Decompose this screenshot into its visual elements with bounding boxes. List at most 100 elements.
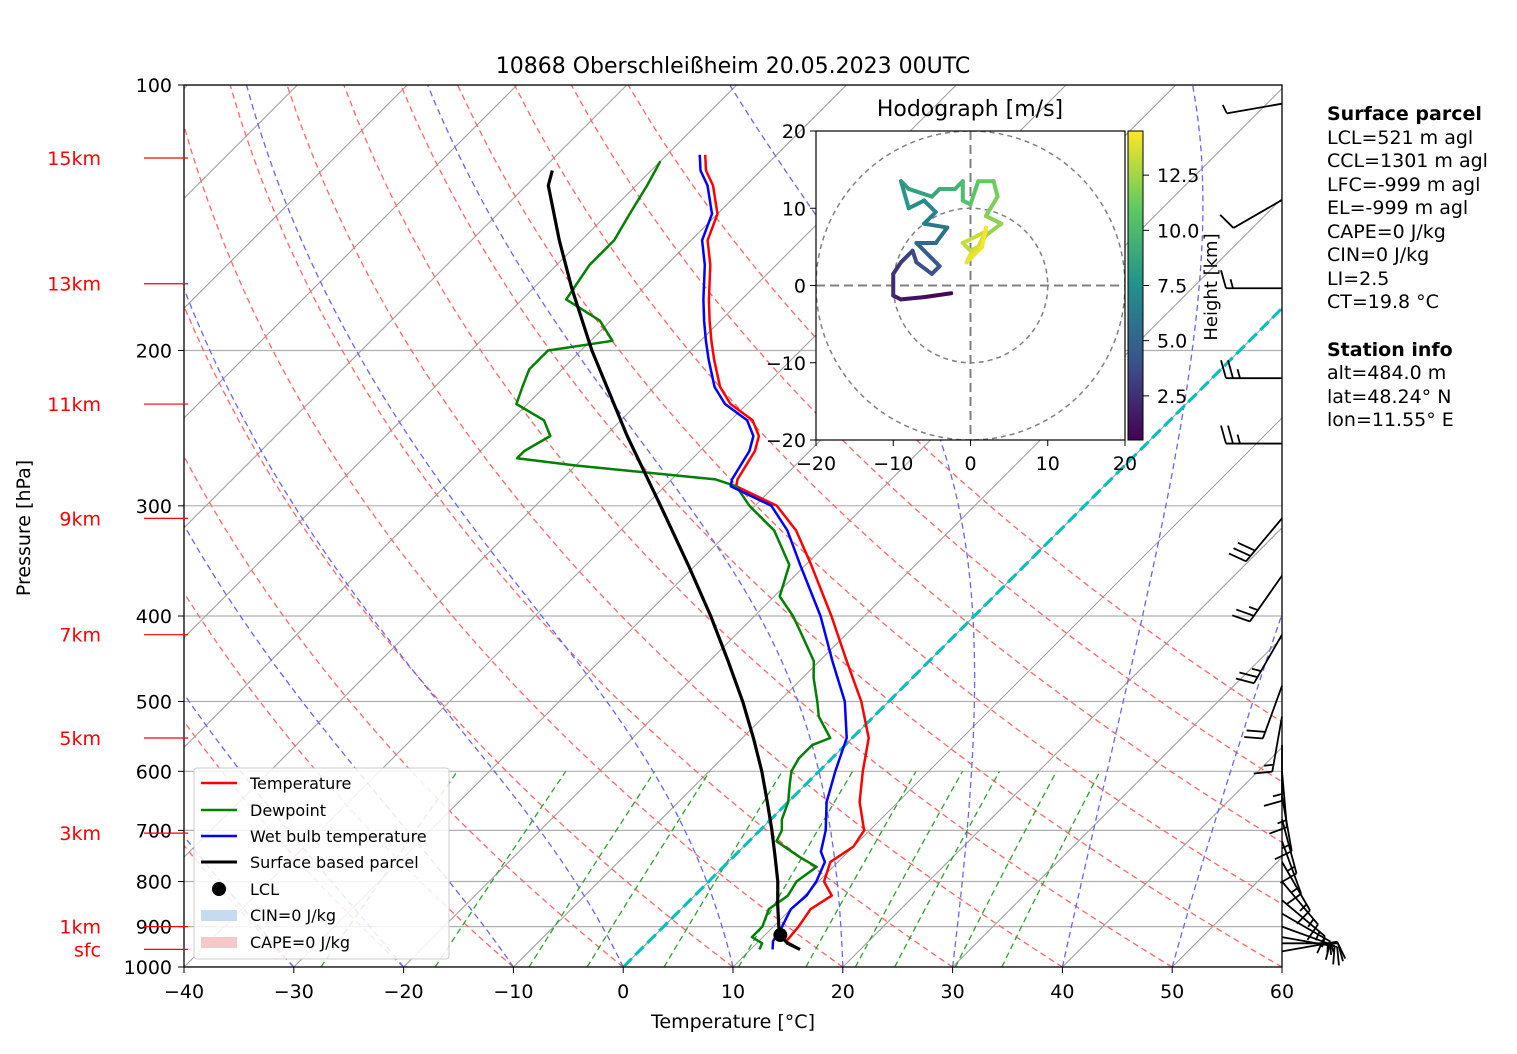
dry-adiabat-10 (184, 304, 734, 967)
colorbar-tick-label: 2.5 (1157, 386, 1187, 408)
hodograph-segment (980, 225, 988, 249)
wind-barb (1253, 716, 1283, 775)
barb-flag (1324, 941, 1332, 960)
legend-temperature: Temperature (249, 774, 351, 793)
hodograph-segment (960, 229, 988, 246)
barb-flag (1253, 770, 1273, 775)
barb-staff (1281, 861, 1311, 911)
x-tick-label: −40 (164, 981, 204, 1003)
surface-parcel-cape: CAPE=0 J/kg (1327, 220, 1446, 243)
barb-flag (1237, 541, 1256, 552)
barb-flag (1279, 872, 1297, 884)
hodograph-segment (906, 198, 927, 211)
mixing-ratio-20 (894, 770, 1000, 967)
mixing-ratio-28 (954, 771, 1057, 967)
moist-adiabat-10 (245, 85, 734, 967)
wind-barb (1228, 517, 1283, 563)
legend-cin: CIN=0 J/kg (250, 906, 336, 925)
colorbar-tick-label: 5.0 (1157, 331, 1187, 353)
chart-title: 10868 Oberschleißheim 20.05.2023 00UTC (496, 54, 971, 79)
barb-flag (1274, 850, 1293, 861)
wind-barb (1220, 359, 1282, 380)
y-tick-label: 600 (136, 761, 172, 783)
hodograph-segment (922, 291, 954, 300)
hodograph-y-tick-label: 10 (782, 198, 806, 220)
wind-barb (1281, 861, 1311, 925)
hodograph-segment (922, 221, 950, 230)
mixing-ratio-12 (805, 770, 917, 967)
moist-adiabat--10 (184, 523, 514, 967)
dry-adiabat-40 (286, 85, 1063, 967)
legend-wetbulb: Wet bulb temperature (250, 827, 427, 846)
barb-staff (1245, 517, 1283, 562)
legend-swatch-cape (201, 937, 237, 948)
isotherm-30 (952, 636, 1282, 967)
y-axis-ticks: 100 200 300 400 500 600 700 800 900 1000 (124, 75, 184, 979)
legend-lcl: LCL (250, 880, 279, 899)
x-tick-label: 60 (1270, 981, 1294, 1003)
x-tick-label: 40 (1050, 981, 1074, 1003)
mixing-ratio-5 (663, 770, 783, 967)
barb-flag (1306, 923, 1319, 941)
mixing-ratio-1 (434, 770, 567, 967)
barb-flag (1219, 214, 1235, 229)
barb-staff (1271, 716, 1283, 772)
barb-flag (1227, 425, 1234, 444)
hodograph-x-tick-label: −20 (796, 453, 836, 475)
barb-flag (1228, 552, 1247, 563)
y-tick-label: 700 (136, 820, 172, 842)
isotherm--70 (184, 85, 737, 639)
isotherm--100 (184, 85, 408, 309)
x-axis-label: Temperature [°C] (650, 1011, 815, 1033)
legend-swatch-cin (201, 910, 237, 921)
hodograph-segment (933, 225, 950, 246)
sounding-profiles (515, 154, 870, 951)
colorbar-ticks: 2.5 5.0 7.5 10.0 12.5 (1143, 165, 1199, 408)
barb-staff (1233, 199, 1283, 229)
wetbulb-line (698, 154, 848, 950)
height-label-9km: 9km (59, 508, 101, 530)
barb-flag (1285, 893, 1302, 906)
barb-staff (1281, 912, 1331, 943)
hodograph-y-tick-label: −20 (766, 430, 806, 452)
barb-half-flag (1299, 903, 1308, 912)
surface-parcel-cin: CIN=0 J/kg (1327, 244, 1430, 266)
barb-flag (1235, 677, 1255, 685)
height-label-13km: 13km (47, 274, 101, 296)
legend-parcel: Surface based parcel (250, 853, 419, 872)
wind-barb (1222, 102, 1283, 115)
hodograph-segment (983, 221, 1004, 238)
y-tick-label: 100 (136, 75, 172, 97)
barb-flag (1244, 736, 1263, 740)
wind-barb (1281, 880, 1319, 941)
barb-half-flag (1290, 886, 1300, 894)
hodograph-ticks: −20 −10 0 10 20 20 10 0 −10 −20 (766, 121, 1137, 475)
wind-barbs (1219, 102, 1347, 966)
hodograph-segment (991, 179, 1000, 199)
hodograph-segment (914, 260, 934, 276)
hodograph-y-tick-label: 20 (782, 121, 806, 143)
wind-barb (1235, 634, 1283, 685)
barb-half-flag (1329, 945, 1333, 956)
dry-adiabat-70 (457, 85, 1282, 905)
barb-half-flag (1281, 843, 1291, 850)
station-info-header: Station info (1327, 338, 1453, 361)
height-label-7km: 7km (59, 625, 101, 647)
barb-half-flag (1229, 279, 1234, 289)
station-lat: lat=48.24° N (1327, 385, 1452, 408)
hodograph-segment (906, 186, 934, 199)
barb-half-flag (1314, 931, 1321, 941)
barb-half-flag (1277, 819, 1287, 825)
hodograph-rings (816, 131, 1125, 440)
surface-parcel-ccl: CCL=1301 m agl (1327, 150, 1488, 172)
surface-parcel-ct: CT=19.8 °C (1327, 291, 1439, 313)
barb-flag (1337, 943, 1344, 962)
hodograph-x-tick-label: 20 (1113, 453, 1137, 475)
x-tick-label: −30 (274, 981, 314, 1003)
barb-half-flag (1251, 667, 1262, 672)
barb-flag (1233, 547, 1251, 557)
hodograph-segment (898, 295, 927, 302)
x-tick-label: 0 (617, 981, 629, 1003)
height-label-3km: 3km (59, 823, 101, 845)
hodograph-segment (891, 260, 903, 276)
